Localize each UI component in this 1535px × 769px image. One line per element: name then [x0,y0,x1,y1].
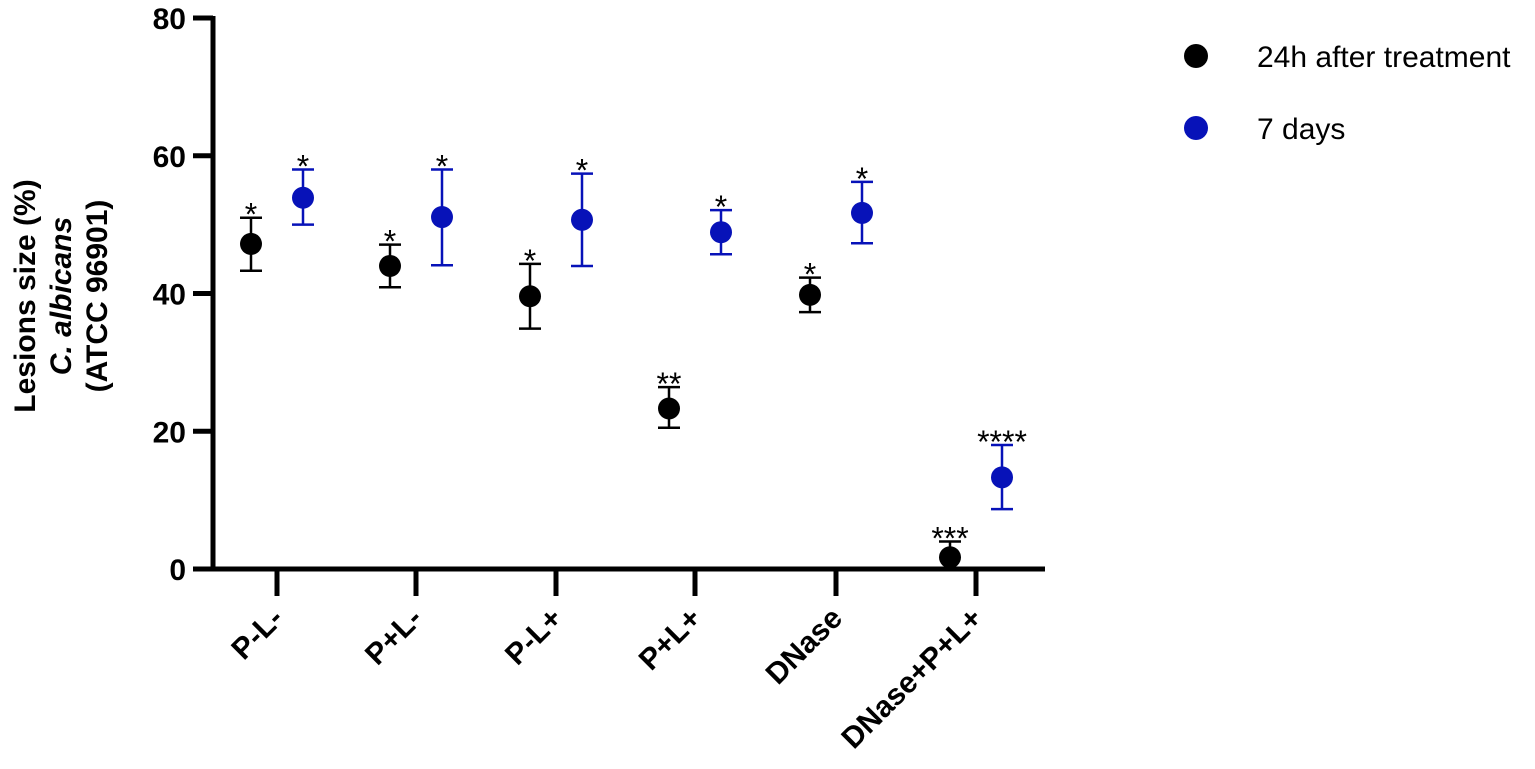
data-point [379,254,401,277]
data-point [851,201,873,224]
significance-label: **** [977,424,1027,460]
y-axis-label-line-1: Lesions size (%) [9,179,42,412]
significance-label: * [715,189,727,225]
data-point [292,186,314,209]
x-tick-label: P-L+ [499,602,569,672]
legend-marker-7days [1184,116,1208,140]
x-tick-label: P-L- [225,602,290,667]
x-tick-label: DNase [760,602,849,691]
data-point [240,232,262,255]
y-tick-label: 80 [153,3,186,36]
data-point [799,283,821,306]
series-layer: ********** * ******* [240,149,1027,569]
series-24h: ********* [240,197,969,569]
data-point [431,206,453,229]
y-tick-label: 20 [153,416,186,449]
legend-label-7days: 7 days [1257,113,1345,146]
y-tick-label: 60 [153,141,186,174]
significance-label: * [804,257,816,293]
data-point [658,397,680,420]
x-tick-label: P+L- [359,602,429,672]
y-axis-label-line-3: (ATCC 96901) [81,200,114,393]
series-7days: * * ******* [292,149,1027,511]
x-tick-label: DNase+P+L+ [835,602,989,756]
data-point [991,466,1013,489]
data-point [571,208,593,231]
significance-label: * [384,224,396,260]
data-point [939,546,961,569]
legend-marker-24h [1184,44,1208,68]
significance-label: ** [657,366,682,402]
y-tick-label: 40 [153,279,186,312]
significance-label: * [297,149,309,185]
y-axis-label: Lesions size (%) C. albicans (ATCC 96901… [9,179,114,412]
y-tick-label: 0 [169,554,186,587]
significance-label: * [576,153,588,189]
significance-label: * [245,197,257,233]
y-axis-ticks: 0 20 40 60 80 [153,3,213,587]
legend-label-24h: 24h after treatment [1257,41,1511,74]
x-tick-label: P+L+ [633,602,708,677]
significance-label: * [524,243,536,279]
legend: 24h after treatment 7 days [1184,41,1511,146]
significance-label: * [436,149,448,185]
data-point [710,221,732,244]
significance-label: *** [931,520,968,556]
data-point [519,285,541,308]
y-axis-label-line-2: C. albicans [45,217,78,375]
significance-label: * [856,161,868,197]
